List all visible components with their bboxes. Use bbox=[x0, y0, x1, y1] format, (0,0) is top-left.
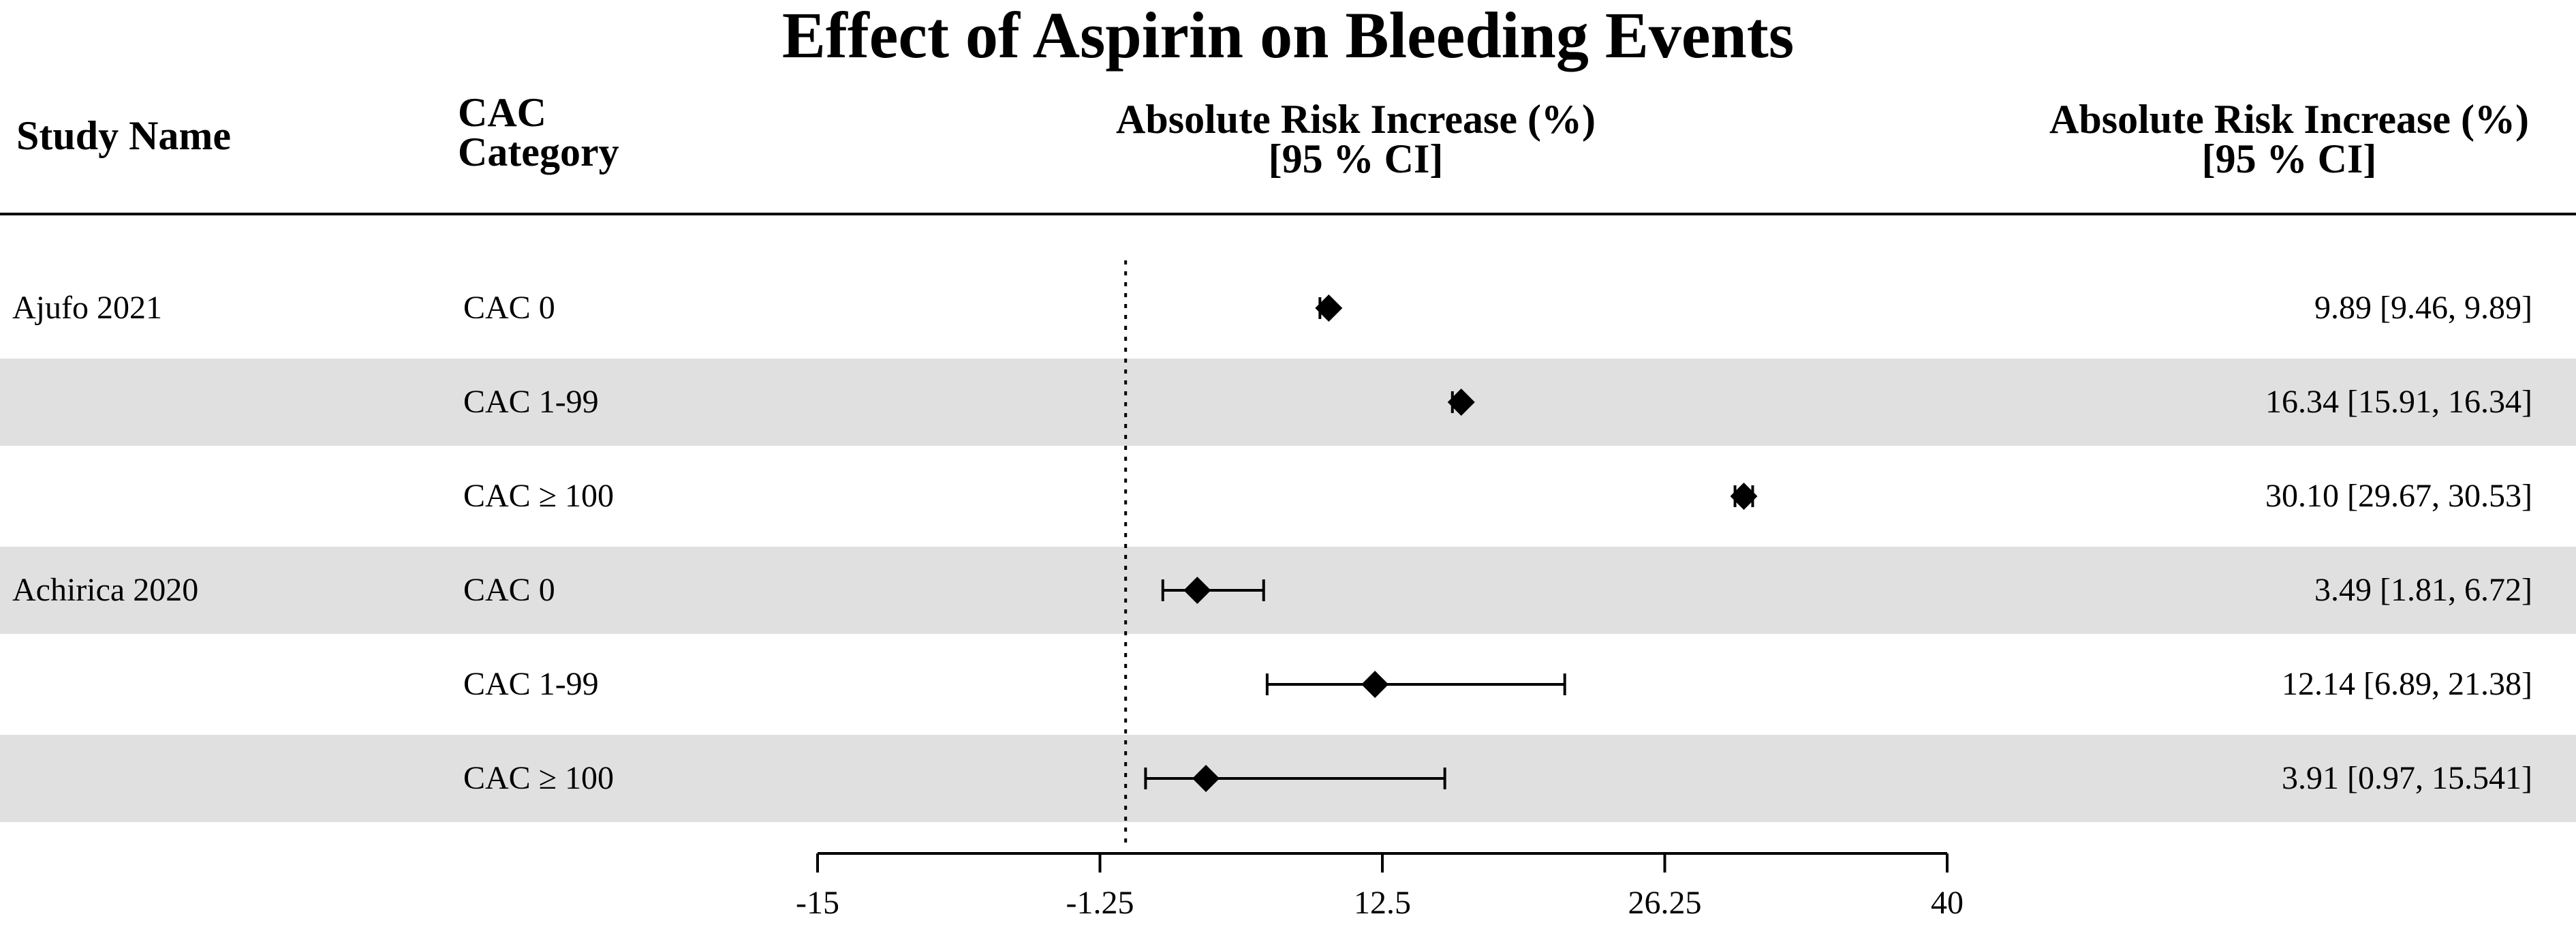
point-estimate bbox=[1315, 294, 1343, 322]
header-cac-line2: Category bbox=[458, 130, 619, 175]
point-estimate bbox=[1361, 671, 1389, 698]
x-axis-tick-label: 40 bbox=[1931, 885, 1964, 921]
cac-category-cell: CAC ≥ 100 bbox=[463, 478, 615, 514]
ci-text-cell: 9.89 [9.46, 9.89] bbox=[2314, 290, 2532, 326]
header-plot-line2: [95 % CI] bbox=[1268, 136, 1444, 181]
cac-category-cell: CAC ≥ 100 bbox=[463, 760, 615, 796]
point-estimate bbox=[1183, 577, 1211, 604]
ci-text-cell: 3.91 [0.97, 15.541] bbox=[2282, 760, 2532, 796]
x-axis-tick-label: -15 bbox=[796, 885, 839, 921]
chart-title: Effect of Aspirin on Bleeding Events bbox=[781, 0, 1795, 72]
header-ci-column: Absolute Risk Increase (%) [95 % CI] bbox=[1949, 97, 2576, 181]
cac-category-cell: CAC 0 bbox=[463, 290, 555, 326]
cac-category-cell: CAC 1-99 bbox=[463, 384, 599, 420]
header-ci-line2: [95 % CI] bbox=[2201, 136, 2377, 181]
header-ci-line1: Absolute Risk Increase (%) bbox=[2049, 97, 2529, 142]
ci-text-cell: 12.14 [6.89, 21.38] bbox=[2282, 666, 2532, 702]
ci-text-cell: 30.10 [29.67, 30.53] bbox=[2265, 478, 2532, 514]
cac-category-cell: CAC 1-99 bbox=[463, 666, 599, 702]
point-estimate bbox=[1730, 483, 1758, 510]
header-cac-line1: CAC bbox=[458, 90, 546, 135]
point-estimate bbox=[1192, 765, 1220, 792]
study-name-cell: Ajufo 2021 bbox=[12, 290, 162, 326]
x-axis-tick-label: 26.25 bbox=[1628, 885, 1702, 921]
header-plot-line1: Absolute Risk Increase (%) bbox=[1116, 97, 1596, 142]
cac-category-cell: CAC 0 bbox=[463, 572, 555, 608]
point-estimate bbox=[1447, 389, 1475, 416]
header-plot-column: Absolute Risk Increase (%) [95 % CI] bbox=[1015, 97, 1696, 181]
study-name-cell: Achirica 2020 bbox=[12, 572, 199, 608]
header-divider bbox=[0, 213, 2576, 215]
header-study-name: Study Name bbox=[16, 113, 232, 158]
header-cac-category: CAC Category bbox=[458, 90, 798, 175]
row-band bbox=[0, 547, 2576, 634]
ci-text-cell: 16.34 [15.91, 16.34] bbox=[2265, 384, 2532, 420]
row-band bbox=[0, 359, 2576, 446]
x-axis-tick-label: -1.25 bbox=[1066, 885, 1134, 921]
x-axis-tick-label: 12.5 bbox=[1354, 885, 1411, 921]
ci-text-cell: 3.49 [1.81, 6.72] bbox=[2314, 572, 2532, 608]
